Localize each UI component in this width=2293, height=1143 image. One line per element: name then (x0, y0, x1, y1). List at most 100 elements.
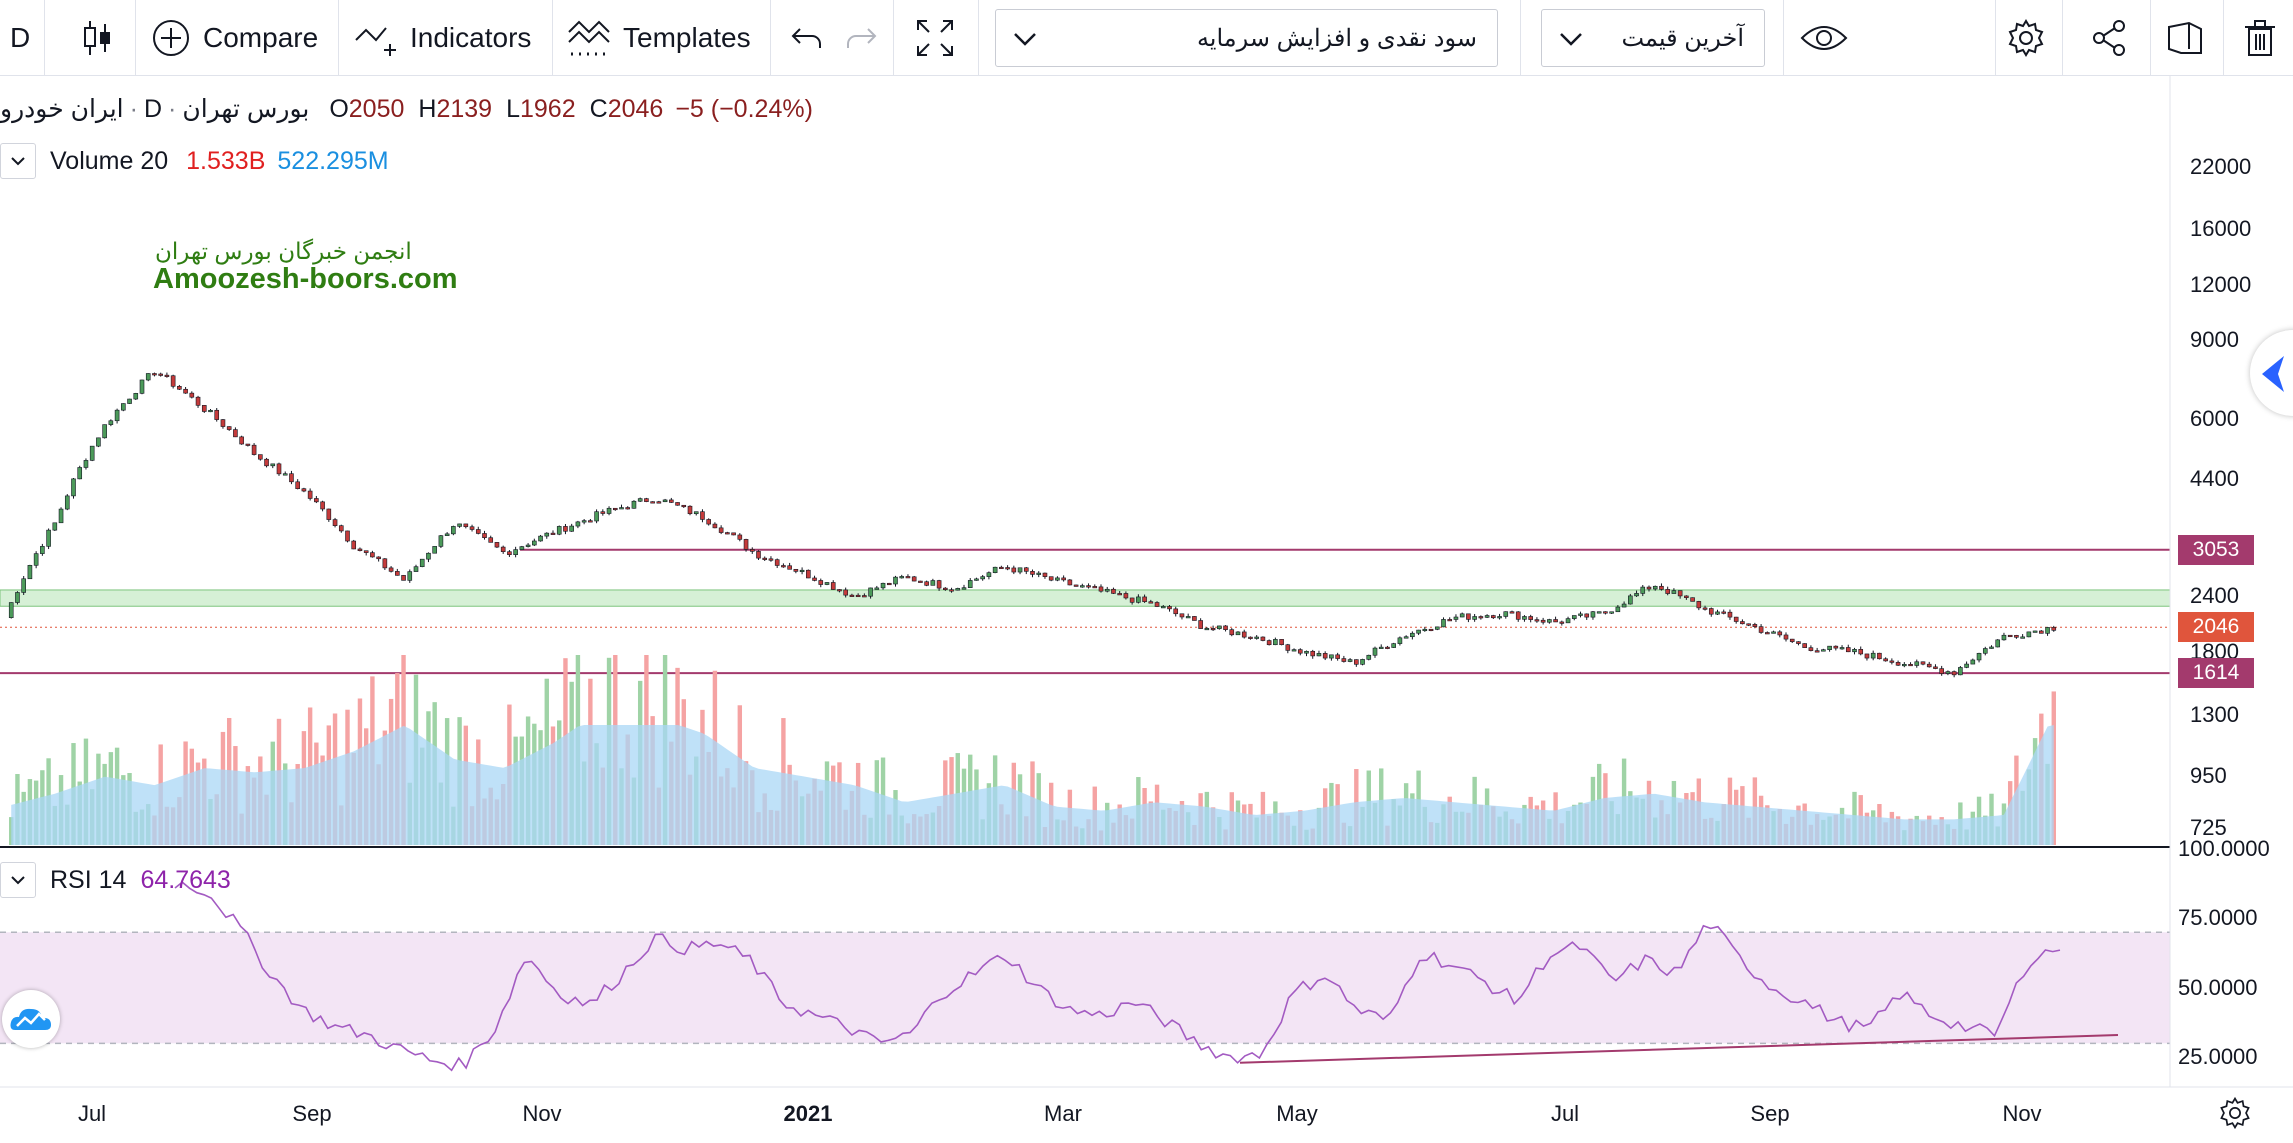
toolbar-divider (1783, 0, 1784, 76)
candle-body (1447, 619, 1453, 622)
candle-body (644, 498, 649, 502)
chart-type-button[interactable] (80, 0, 114, 76)
delete-button[interactable] (2243, 0, 2277, 76)
candle-body (1958, 667, 1963, 676)
candle-body (1441, 619, 1446, 628)
candle-body (1603, 611, 1608, 614)
candle-body (1466, 613, 1471, 620)
eye-icon (1800, 26, 1848, 50)
candle-body (1877, 652, 1882, 660)
candle-body (1802, 643, 1807, 648)
price-pane (0, 372, 2171, 845)
candle-body (170, 375, 176, 387)
rsi-band (0, 932, 2170, 1044)
candle-body (27, 565, 33, 580)
candle-body (2014, 635, 2019, 638)
candle-body (924, 581, 929, 586)
price-scale-label: 16000 (2190, 216, 2252, 241)
indicators-label: Indicators (410, 22, 532, 53)
candle-body (376, 556, 381, 560)
tradingview-logo[interactable] (2, 990, 60, 1048)
candle-body (1378, 646, 1384, 649)
candle-body (1397, 637, 1403, 644)
candle-body (1540, 619, 1546, 623)
visibility-button[interactable] (1800, 0, 1848, 76)
candle-body (1659, 585, 1664, 590)
rsi-label[interactable]: RSI 14 (50, 865, 127, 894)
candle-body (893, 576, 898, 585)
candle-body (1839, 647, 1845, 650)
rsi-trendline[interactable] (1239, 1034, 2119, 1064)
chevron-down-icon (1014, 33, 1036, 46)
candle-body (1154, 602, 1160, 607)
candle-body (301, 488, 307, 492)
candle-body (1503, 611, 1509, 617)
candle-body (1777, 631, 1783, 636)
candle-body (1721, 611, 1727, 614)
candle-body (575, 521, 581, 527)
candle-body (1509, 611, 1515, 614)
compare-button[interactable]: Compare (151, 0, 318, 76)
candle-body (282, 473, 288, 476)
price-tag: 3053 (2178, 534, 2254, 565)
rsi-collapse-button[interactable] (0, 862, 36, 898)
candle-body (407, 571, 413, 581)
interval-button[interactable]: D (10, 0, 30, 76)
indicators-button[interactable]: Indicators (354, 0, 531, 76)
candle-body (787, 565, 792, 570)
candle-body (264, 458, 269, 467)
candle-body (500, 546, 506, 552)
candle-body (108, 420, 114, 425)
candle-body (992, 566, 998, 573)
templates-button[interactable]: Templates (567, 0, 751, 76)
candle-body (351, 540, 357, 550)
watermark-title: انجمن خبرگان بورس تهران (155, 238, 412, 264)
time-axis-label: May (1276, 1101, 1318, 1126)
candle-body (1241, 631, 1247, 638)
symbol-name[interactable]: ایران خودرو (0, 95, 124, 123)
fullscreen-button[interactable] (915, 0, 955, 76)
undo-button[interactable] (790, 0, 824, 76)
price-type-dropdown[interactable]: آخرین قیمت (1541, 9, 1765, 67)
candle-body (64, 495, 70, 510)
candle-body (886, 582, 892, 586)
candle-body (114, 409, 120, 422)
share-icon (2093, 20, 2125, 56)
volume-legend: Volume 20 1.533B 522.295M (0, 143, 389, 179)
rsi-scale-label: 75.0000 (2178, 905, 2258, 931)
redo-button[interactable] (844, 0, 878, 76)
candle-body (239, 436, 244, 445)
candle-body (625, 507, 631, 510)
candle-body (33, 553, 39, 566)
candle-body (1534, 619, 1540, 622)
time-axis-settings-button[interactable] (2218, 1096, 2252, 1135)
candle-body (1621, 603, 1627, 608)
candle-body (706, 519, 711, 525)
volume-value: 1.533B (186, 146, 266, 175)
share-button[interactable] (2091, 0, 2127, 76)
price-scale-label: 725 (2190, 815, 2227, 841)
low-label: L (506, 94, 520, 123)
candle-body (712, 523, 718, 529)
volume-label[interactable]: Volume 20 (50, 146, 169, 175)
dividend-adjustment-value: سود نقدی و افزایش سرمایه (1196, 24, 1477, 52)
candle-body (233, 429, 238, 438)
snapshot-button[interactable] (2165, 0, 2205, 76)
candle-body (1559, 621, 1565, 624)
candle-body (837, 589, 842, 592)
toolbar-divider (1520, 0, 1521, 76)
candle-body (1142, 596, 1147, 602)
fullscreen-icon (917, 20, 953, 56)
chevron-down-icon (11, 876, 25, 885)
candle-body (911, 576, 917, 582)
dividend-adjustment-dropdown[interactable]: سود نقدی و افزایش سرمایه (995, 9, 1498, 67)
top-toolbar: D Compare Indicators Templates سود نقدی … (0, 0, 2293, 76)
candle-body (1989, 646, 1994, 649)
settings-button[interactable] (2006, 0, 2046, 76)
price-scale-label: 2400 (2190, 583, 2239, 609)
candle-body (980, 576, 985, 580)
candle-body (52, 522, 58, 531)
volume-collapse-button[interactable] (0, 143, 36, 179)
candle-body (1821, 649, 1826, 652)
